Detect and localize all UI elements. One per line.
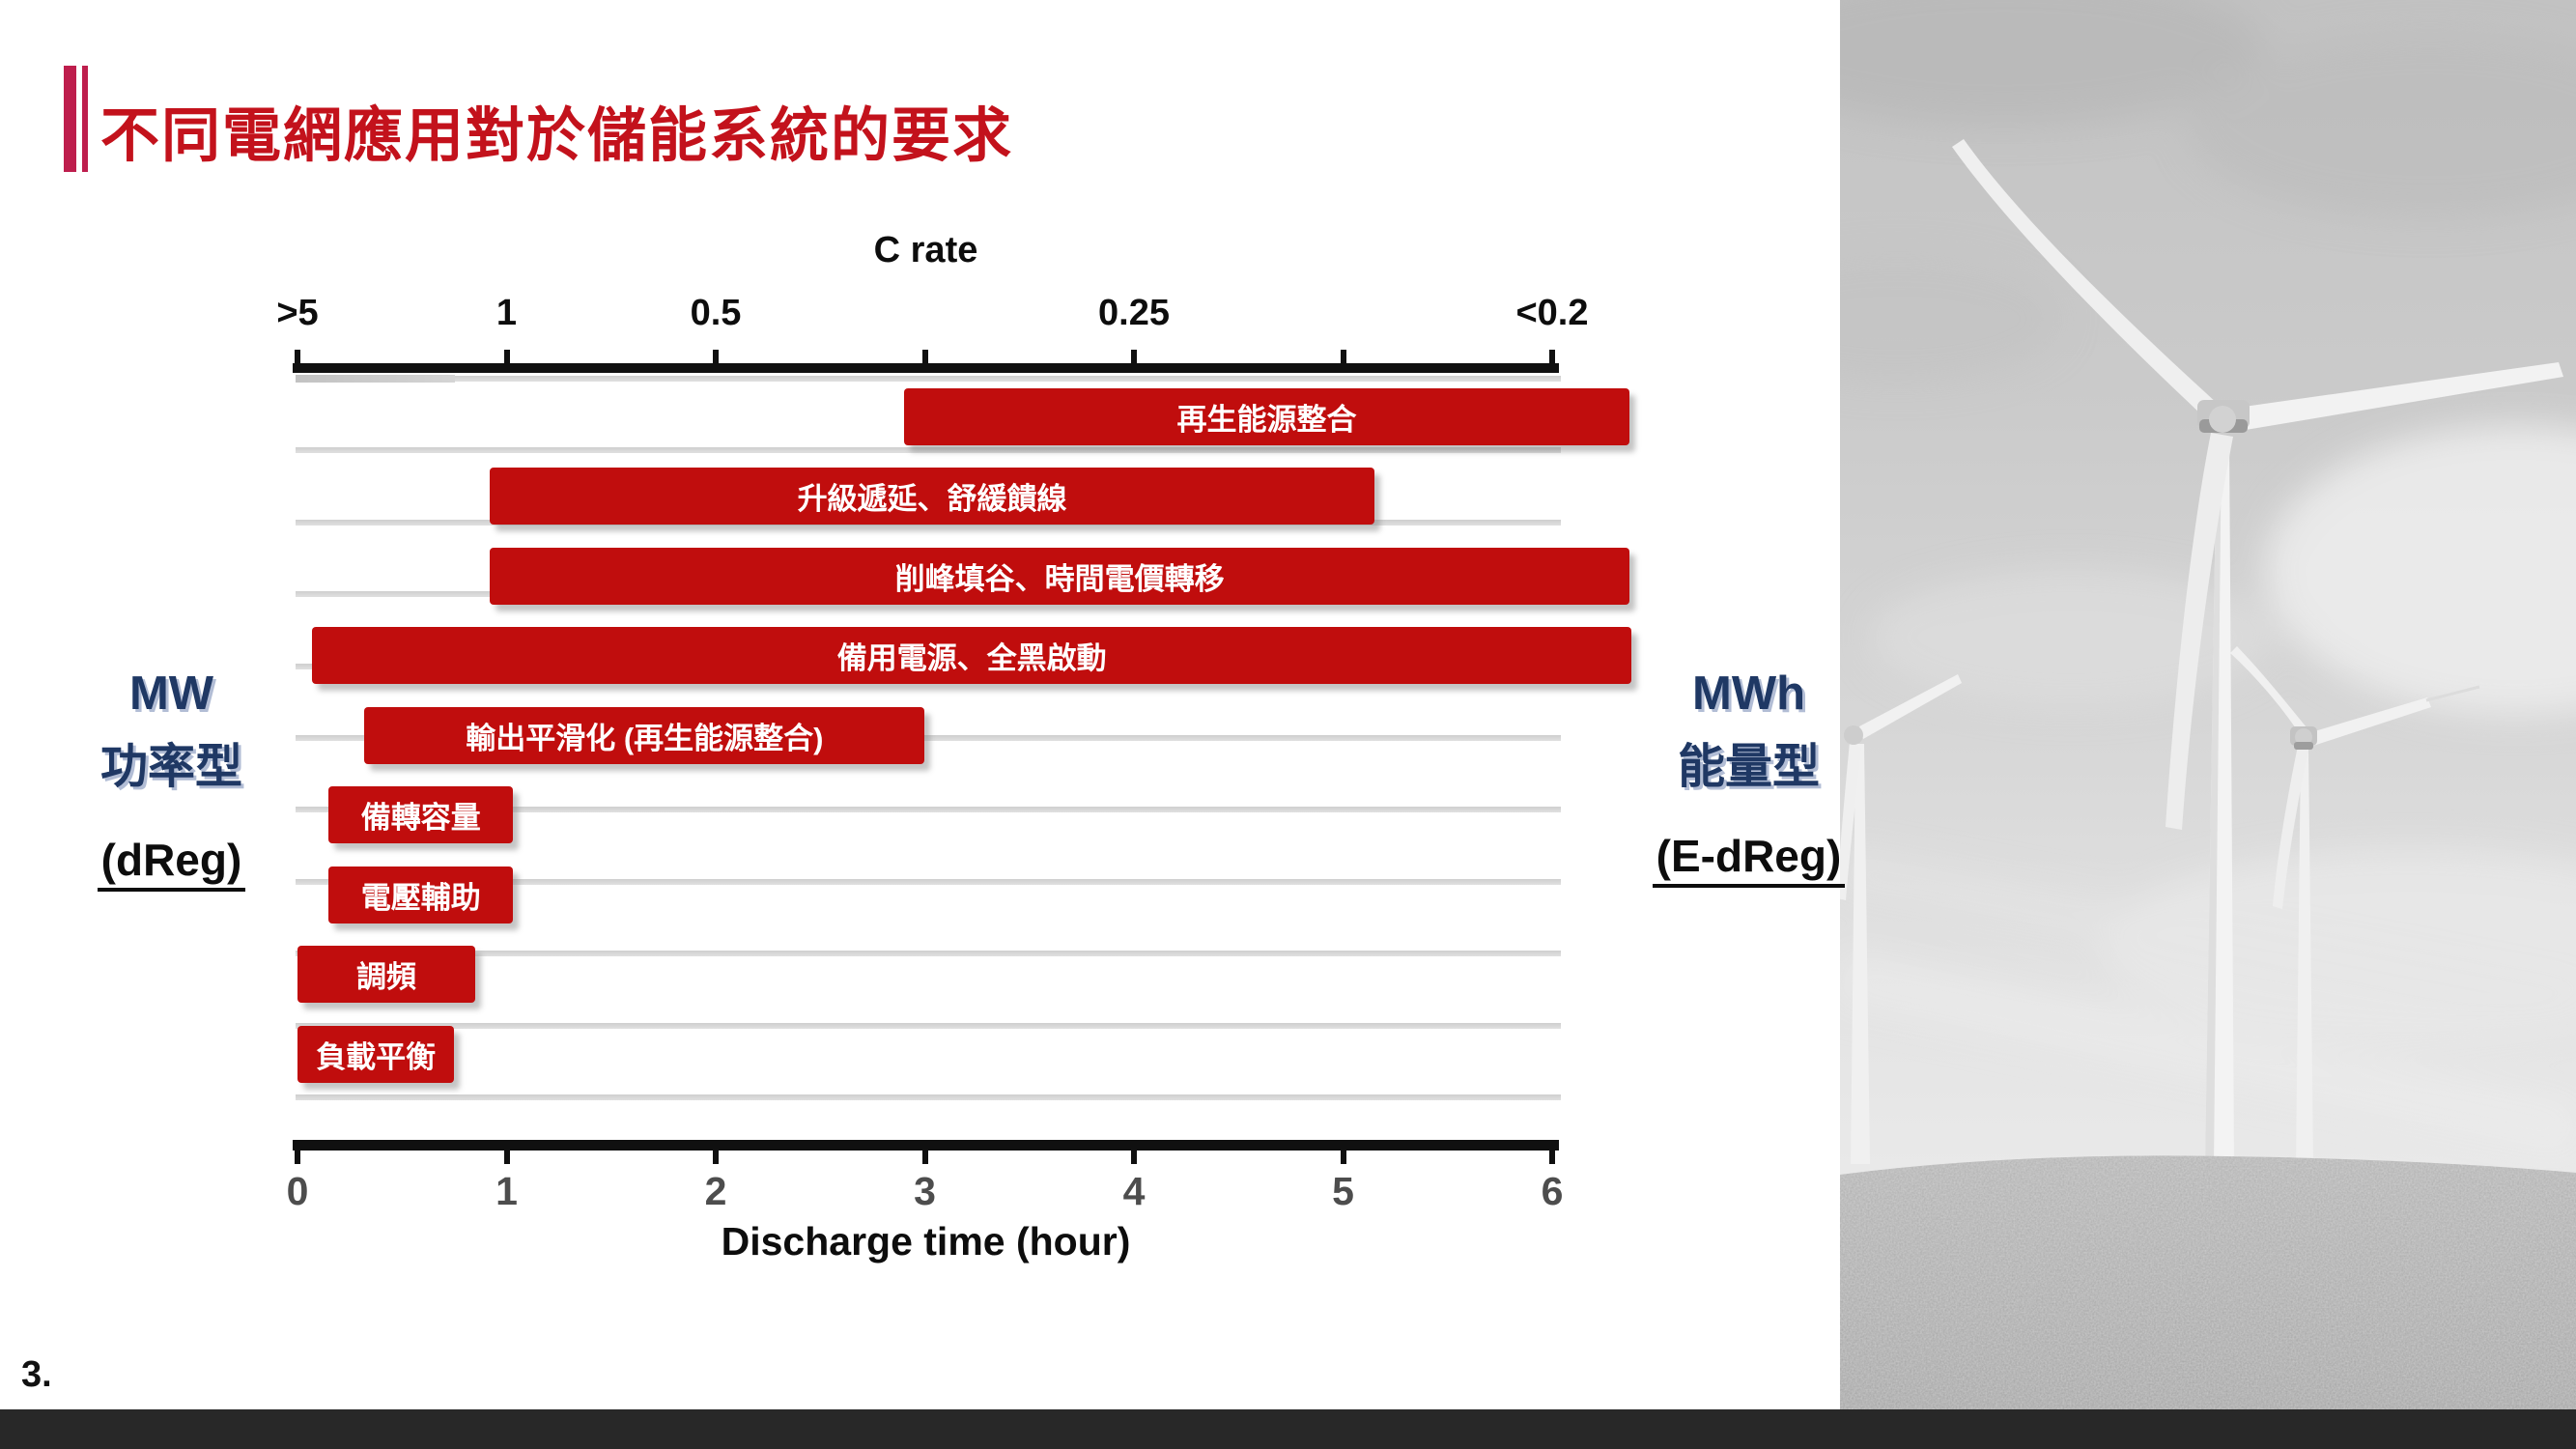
left-axis-group-label: MW 功率型 (dReg)	[29, 667, 314, 892]
bottom-axis-tick-label: 1	[495, 1169, 518, 1213]
chart-bar-9: 負載平衡	[297, 1025, 455, 1083]
top-axis-tick	[1131, 350, 1137, 363]
chart-bar-7: 電壓輔助	[328, 866, 513, 923]
title-accent-bar-thin	[82, 66, 88, 172]
wind-turbine-left	[1840, 674, 1962, 1164]
wind-turbines-photo	[1840, 0, 2576, 1410]
bottom-axis-tick-label: 3	[914, 1169, 936, 1213]
wind-turbine-right	[2230, 646, 2480, 1165]
bottom-axis-tick-label: 2	[704, 1169, 727, 1213]
top-axis-tick-label: 0.25	[1098, 293, 1170, 333]
gridline	[296, 376, 1561, 382]
bottom-axis-tick	[713, 1151, 719, 1164]
title-accent-bar	[64, 66, 76, 172]
top-axis-tick-label: 0.5	[690, 293, 742, 333]
left-label-type: 功率型	[99, 741, 242, 793]
right-axis-group-label: MWh 能量型 (E-dReg)	[1601, 667, 1896, 888]
top-axis-tick	[713, 350, 719, 363]
gridline	[296, 951, 1561, 957]
bottom-axis-line	[293, 1140, 1559, 1151]
top-axis-tick-label: 1	[495, 293, 518, 333]
left-label-unit: MW	[128, 668, 214, 720]
gridline	[296, 1022, 1561, 1029]
bottom-axis-tick	[1131, 1151, 1137, 1164]
top-axis-tick	[1549, 350, 1555, 363]
bottom-axis-tick-label: 6	[1541, 1169, 1564, 1213]
wind-turbine-main	[1952, 139, 2563, 1166]
left-label-dreg: (dReg)	[97, 834, 246, 892]
gridline	[296, 878, 1561, 885]
bottom-axis-tick-label: 4	[1122, 1169, 1146, 1213]
right-label-type: 能量型	[1677, 741, 1820, 793]
chart-bar-1: 再生能源整合	[903, 387, 1630, 445]
bottom-axis-tick	[503, 1151, 510, 1164]
bottom-axis-tick	[1340, 1151, 1346, 1164]
footer-bar	[0, 1409, 2576, 1449]
gridline	[296, 1094, 1561, 1100]
top-axis-line	[293, 363, 1559, 373]
chart-bar-8: 調頻	[297, 946, 476, 1003]
chart-bar-3: 削峰填谷、時間電價轉移	[490, 547, 1630, 605]
bottom-axis-tick-label: 0	[286, 1169, 309, 1213]
top-axis-shadow	[296, 375, 455, 383]
top-axis-tick	[503, 350, 510, 363]
gridline	[296, 735, 1561, 741]
top-axis-tick	[1340, 350, 1346, 363]
gridline	[296, 807, 1561, 813]
page-number: 3.	[21, 1354, 52, 1395]
top-axis-tick	[295, 350, 300, 363]
chart-bar-2: 升級遞延、舒緩饋線	[490, 468, 1374, 525]
gridline	[296, 447, 1561, 454]
bottom-axis-title: Discharge time (hour)	[721, 1219, 1131, 1264]
right-label-edreg: (E-dReg)	[1652, 830, 1846, 888]
top-axis-tick	[921, 350, 928, 363]
bottom-axis-tick	[1549, 1151, 1555, 1164]
bottom-axis-tick	[921, 1151, 928, 1164]
right-label-unit: MWh	[1692, 668, 1805, 720]
top-axis-tick-label: >5	[276, 293, 319, 333]
bottom-axis-tick-label: 5	[1332, 1169, 1354, 1213]
chart-bar-5: 輸出平滑化 (再生能源整合)	[364, 706, 925, 764]
bottom-axis-tick	[295, 1151, 300, 1164]
chart-bar-6: 備轉容量	[328, 786, 513, 843]
chart-bar-4: 備用電源、全黑啟動	[312, 627, 1632, 684]
page-title: 不同電網應用對於儲能系統的要求	[100, 102, 1014, 168]
top-axis-tick-label: <0.2	[1515, 293, 1589, 333]
top-axis-title: C rate	[873, 230, 978, 270]
